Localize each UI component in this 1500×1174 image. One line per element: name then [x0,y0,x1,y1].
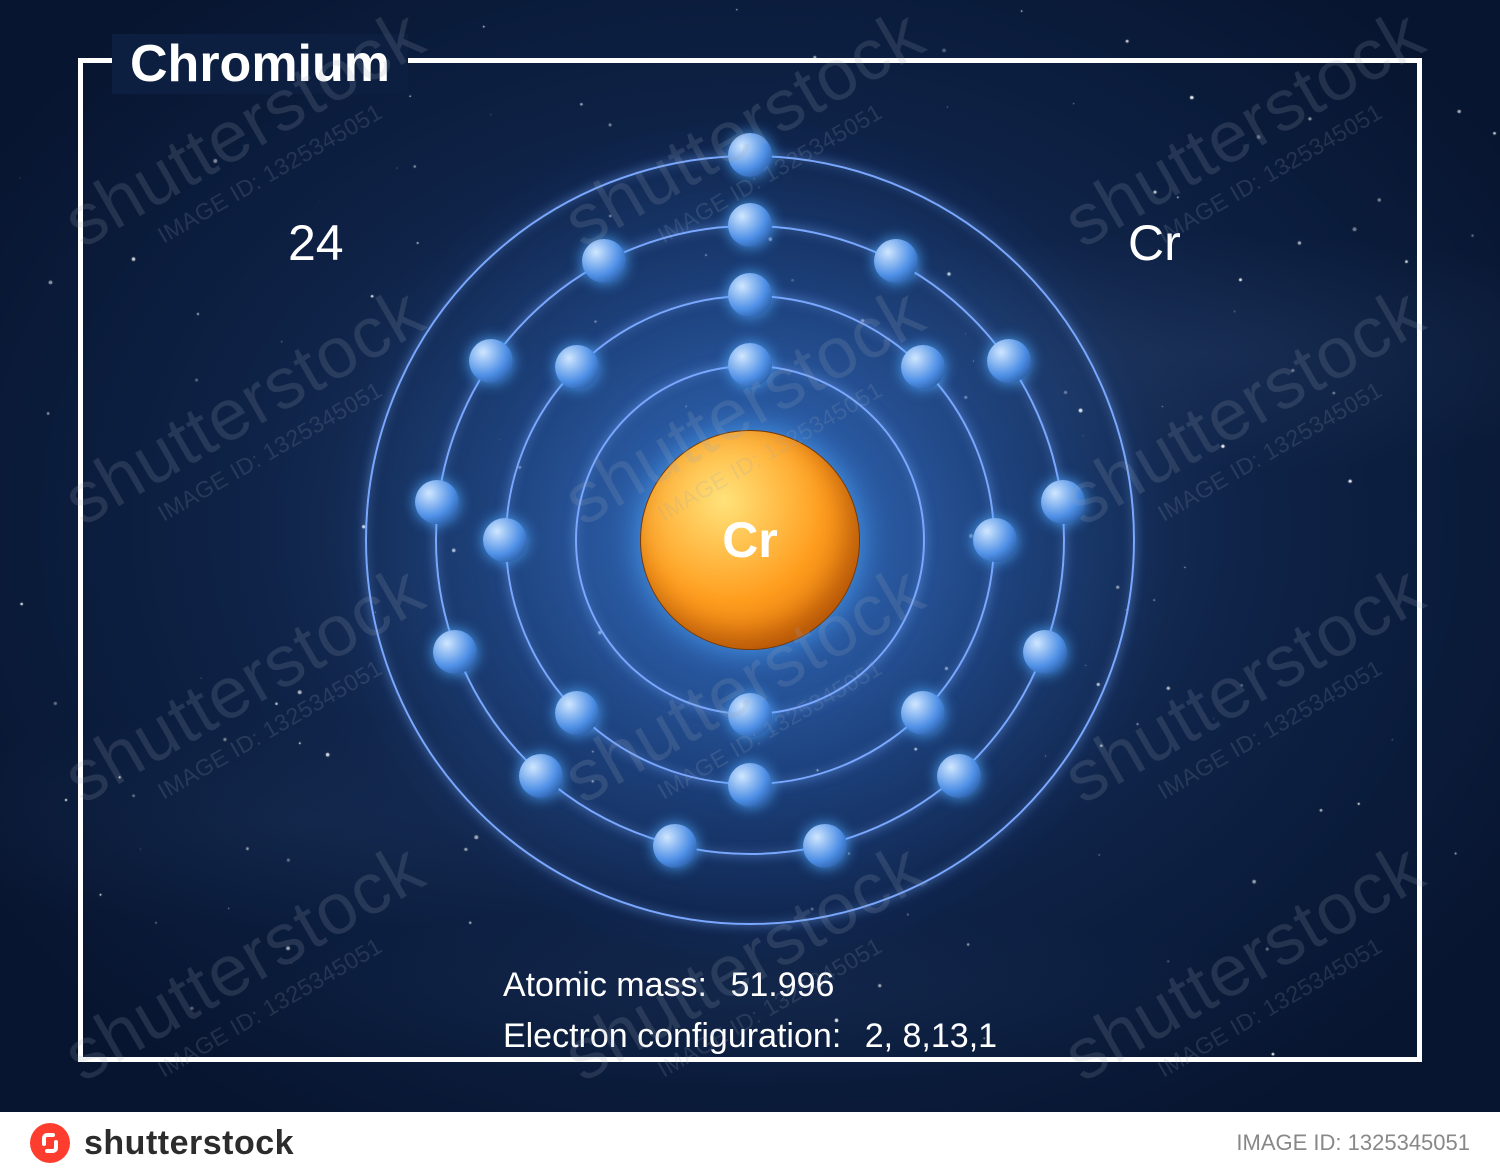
electron [555,691,599,735]
electron [728,763,772,807]
info-label: Atomic mass [503,966,721,1004]
electron [874,239,918,283]
electron [728,693,772,737]
element-symbol-label: Cr [1128,214,1181,272]
electron [901,345,945,389]
shutterstock-logo-icon [30,1123,70,1163]
electron [555,345,599,389]
electron [1041,480,1085,524]
electron [483,518,527,562]
electron [415,480,459,524]
electron [937,754,981,798]
atomic-number-label: 24 [288,214,344,272]
electron [803,824,847,868]
electron [901,691,945,735]
electron [433,630,477,674]
atom-info: Atomic mass 51.996 Electron configuratio… [503,960,997,1062]
electron [728,273,772,317]
electron [653,824,697,868]
footer-brand: shutterstock [30,1123,294,1163]
electron [973,518,1017,562]
nucleus-symbol: Cr [722,511,778,569]
electron [987,339,1031,383]
info-row-config: Electron configuration 2, 8,13,1 [503,1011,997,1062]
info-label: Electron configuration [503,1017,855,1055]
electron [728,203,772,247]
electron [728,343,772,387]
electron [582,239,626,283]
electron [1023,630,1067,674]
element-title: Chromium [112,34,408,94]
electron [519,754,563,798]
footer-image-id: IMAGE ID: 1325345051 [1236,1130,1470,1156]
nucleus: Cr [640,430,860,650]
info-value: 2, 8,13,1 [865,1017,997,1055]
info-row-mass: Atomic mass 51.996 [503,960,997,1011]
electron [469,339,513,383]
electron [728,133,772,177]
footer-brand-text: shutterstock [84,1124,294,1163]
footer-bar: shutterstock IMAGE ID: 1325345051 [0,1112,1500,1174]
info-value: 51.996 [730,966,834,1004]
atom-diagram: Cr [749,539,751,541]
